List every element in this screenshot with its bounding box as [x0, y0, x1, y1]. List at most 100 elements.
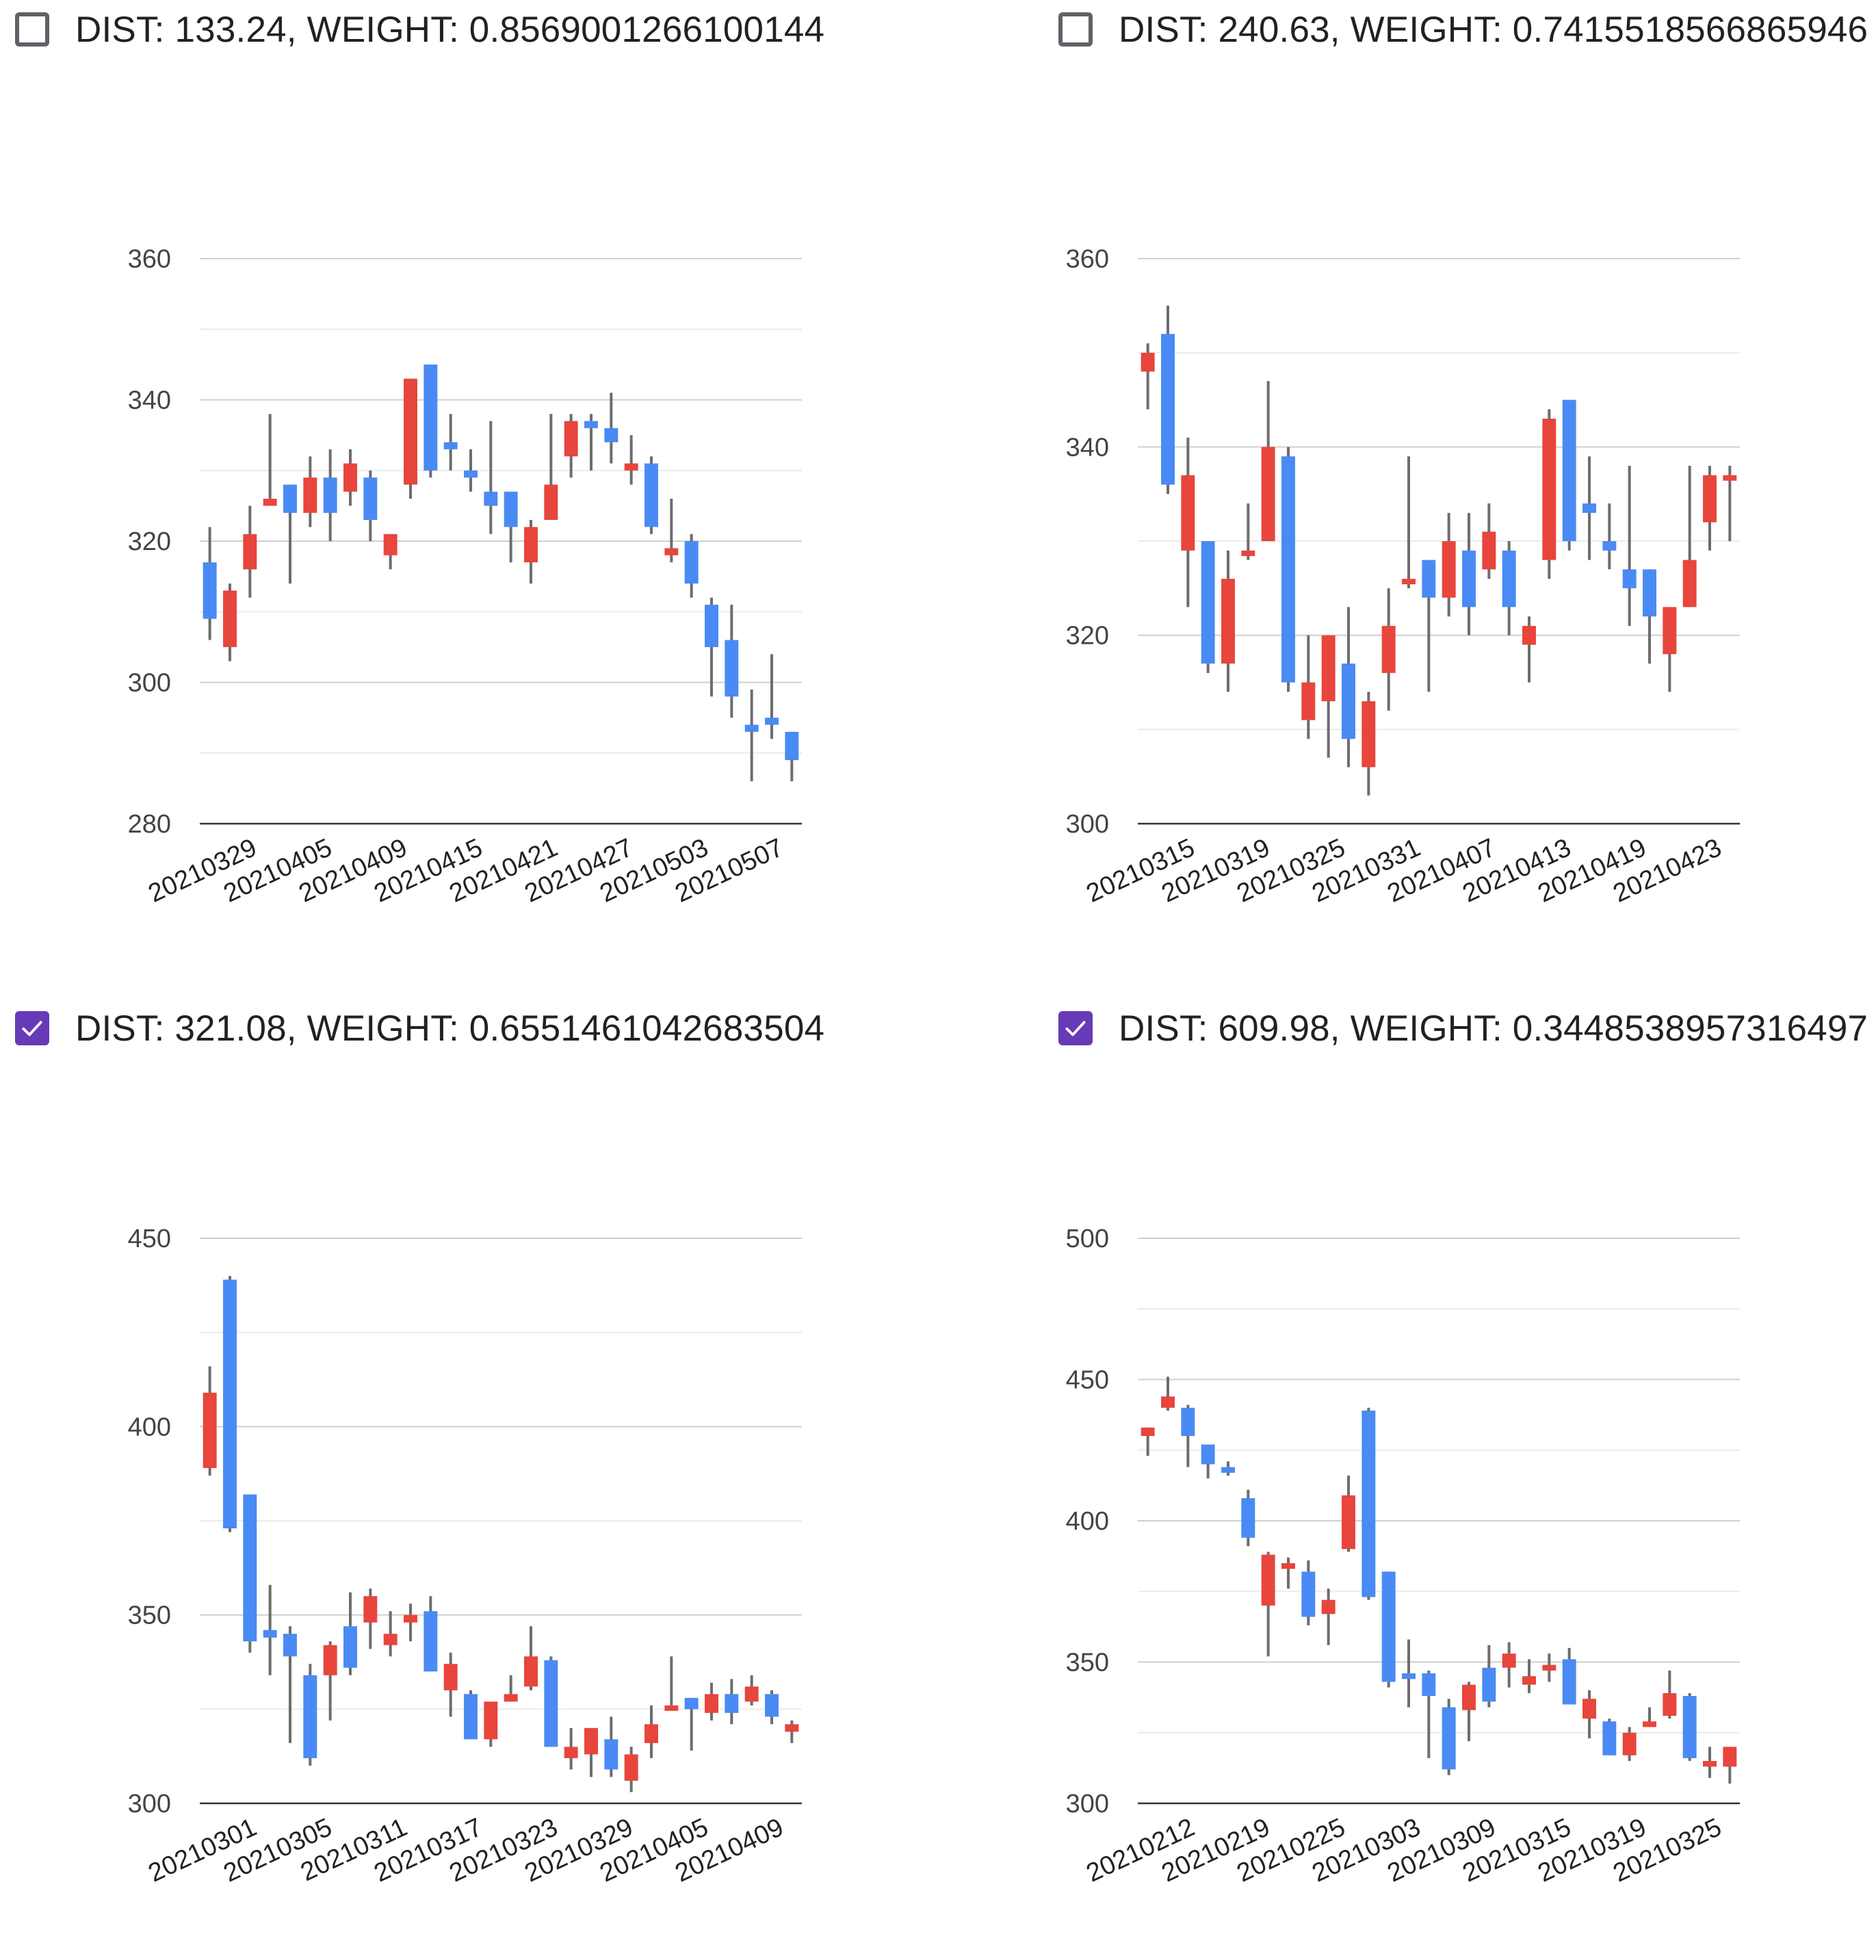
- candle-body-up: [1542, 1664, 1556, 1671]
- candle-body-down: [1562, 1659, 1576, 1705]
- candle-body-up: [1482, 532, 1496, 570]
- y-tick-label: 350: [128, 1602, 171, 1630]
- candle-body-up: [1241, 550, 1255, 556]
- checkbox-icon[interactable]: [1058, 1011, 1093, 1045]
- candle-body-up: [564, 421, 578, 457]
- candle-body-up: [644, 1724, 658, 1743]
- panel-header[interactable]: DIST: 609.98, WEIGHT: 0.3448538957316497: [1058, 1004, 1868, 1052]
- candle-body-up: [524, 1656, 538, 1687]
- y-tick-label: 450: [128, 1225, 171, 1253]
- candle-body-down: [283, 484, 297, 513]
- candle-body-down: [1201, 541, 1215, 664]
- candle-body-up: [544, 484, 558, 521]
- candle-body-down: [263, 1630, 277, 1638]
- y-tick-label: 320: [128, 527, 171, 556]
- candle-body-up: [363, 1596, 378, 1623]
- candle-body-down: [725, 640, 739, 697]
- candle-body-up: [624, 463, 638, 471]
- panel-header[interactable]: DIST: 133.24, WEIGHT: 0.8569001266100144: [15, 5, 824, 53]
- candle-body-up: [1261, 1554, 1275, 1606]
- checkbox-icon[interactable]: [15, 12, 49, 47]
- candle-body-down: [1682, 1696, 1697, 1758]
- chart-panel-3: DIST: 321.08, WEIGHT: 0.6551461042683504…: [0, 980, 938, 1959]
- candle-body-down: [363, 478, 378, 521]
- candle-body-up: [1321, 635, 1336, 702]
- candle-body-down: [785, 731, 799, 761]
- candle-body-down: [1201, 1444, 1215, 1465]
- candlestick-chart: 3603403203002021031520210319202103252021…: [1066, 245, 1740, 909]
- candle-body-down: [1482, 1667, 1496, 1702]
- candle-body-down: [1442, 1707, 1456, 1770]
- panel-header[interactable]: DIST: 240.63, WEIGHT: 0.7415518566865946: [1058, 5, 1868, 53]
- candlestick-chart: 5004504003503002021021220210219202102252…: [1066, 1225, 1740, 1888]
- candle-body-down: [1161, 334, 1175, 485]
- panel-header[interactable]: DIST: 321.08, WEIGHT: 0.6551461042683504: [15, 1004, 824, 1052]
- chart-panel-1: DIST: 133.24, WEIGHT: 0.8569001266100144…: [0, 0, 938, 980]
- y-tick-label: 360: [128, 245, 171, 274]
- candle-body-up: [404, 378, 417, 485]
- candle-body-up: [1402, 579, 1416, 585]
- candle-body-up: [584, 1727, 598, 1755]
- candle-body-down: [303, 1675, 317, 1758]
- candle-body-up: [303, 478, 317, 513]
- candle-body-up: [484, 1701, 498, 1740]
- candle-body-up: [243, 534, 257, 570]
- candle-body-up: [1442, 541, 1456, 598]
- candle-body-up: [524, 527, 538, 562]
- candle-body-down: [584, 421, 598, 428]
- candle-body-down: [1181, 1407, 1195, 1437]
- checkmark-icon: [22, 1021, 42, 1036]
- y-tick-label: 400: [128, 1413, 171, 1441]
- candle-body-up: [664, 548, 679, 556]
- checkbox-icon[interactable]: [1058, 12, 1093, 47]
- candle-body-up: [1522, 625, 1536, 645]
- candle-body-up: [1542, 419, 1556, 560]
- candle-body-up: [664, 1705, 679, 1711]
- candle-body-down: [684, 1697, 699, 1710]
- candle-body-up: [1622, 1732, 1637, 1755]
- candle-body-up: [223, 590, 237, 647]
- checkbox-icon[interactable]: [15, 1011, 49, 1045]
- candle-body-down: [765, 718, 779, 725]
- candle-body-down: [765, 1694, 779, 1717]
- dist-weight-label: DIST: 609.98, WEIGHT: 0.3448538957316497: [1119, 1008, 1868, 1049]
- candle-body-up: [383, 1634, 398, 1645]
- dist-weight-label: DIST: 240.63, WEIGHT: 0.7415518566865946: [1119, 9, 1868, 50]
- candle-body-up: [1362, 701, 1376, 768]
- candle-body-up: [785, 1724, 799, 1732]
- candle-body-down: [1643, 569, 1656, 617]
- candle-body-down: [604, 1739, 618, 1770]
- candle-body-down: [1622, 569, 1637, 588]
- candle-body-down: [744, 724, 759, 732]
- candle-body-down: [1422, 1673, 1436, 1697]
- candle-body-down: [1602, 1721, 1617, 1755]
- candle-body-up: [1723, 1747, 1737, 1767]
- candle-body-up: [1321, 1599, 1336, 1615]
- candle-body-down: [504, 491, 518, 527]
- candle-body-up: [1342, 1495, 1355, 1550]
- candle-body-up: [383, 534, 398, 556]
- y-tick-label: 450: [1066, 1366, 1109, 1395]
- candle-body-down: [644, 463, 658, 527]
- candlestick-chart: 3603403203002802021032920210405202104092…: [128, 245, 802, 909]
- y-tick-label: 360: [1066, 245, 1109, 274]
- checkmark-icon: [1065, 1021, 1086, 1036]
- candle-body-up: [1723, 475, 1737, 481]
- candle-body-down: [1562, 400, 1576, 541]
- candle-body-up: [1301, 682, 1316, 720]
- candle-body-down: [1342, 663, 1355, 740]
- candle-body-up: [1522, 1676, 1536, 1685]
- candle-body-down: [424, 364, 438, 471]
- candle-body-down: [544, 1660, 558, 1747]
- candle-body-up: [1643, 1721, 1656, 1727]
- candle-body-up: [1381, 625, 1396, 673]
- candle-body-down: [1381, 1571, 1396, 1682]
- candle-body-up: [1462, 1684, 1476, 1710]
- y-tick-label: 280: [128, 810, 171, 839]
- candle-body-up: [744, 1686, 759, 1702]
- candle-body-up: [1161, 1396, 1175, 1408]
- candle-body-up: [1682, 560, 1697, 607]
- candle-body-up: [404, 1615, 417, 1623]
- candle-body-up: [1221, 579, 1235, 664]
- chart-panel-2: DIST: 240.63, WEIGHT: 0.7415518566865946…: [938, 0, 1876, 980]
